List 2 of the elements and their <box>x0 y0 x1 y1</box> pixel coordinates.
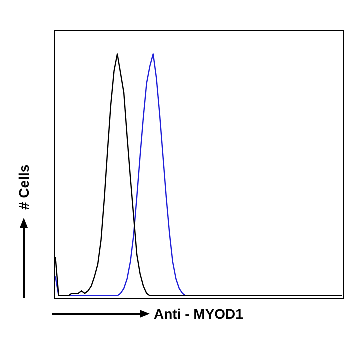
x-axis-title: Anti - MYOD1 <box>154 306 244 322</box>
y-axis-title: # Cells <box>16 164 32 210</box>
